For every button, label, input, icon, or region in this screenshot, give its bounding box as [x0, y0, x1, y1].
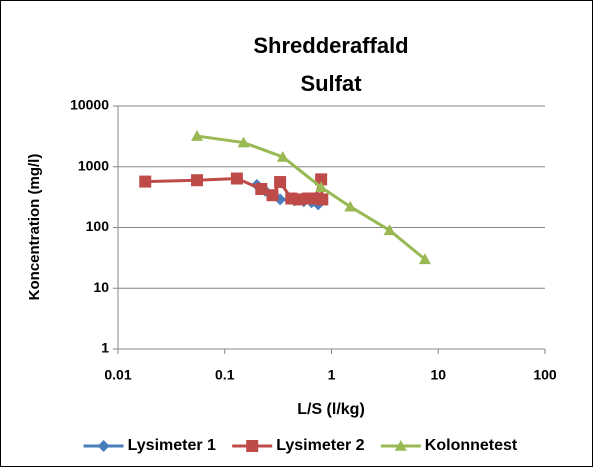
- legend-marker: [394, 440, 407, 451]
- y-tick-label: 10: [93, 279, 109, 295]
- y-tick-label: 100: [86, 218, 110, 234]
- marker: [237, 136, 250, 148]
- x-axis-label: L/S (l/kg): [297, 401, 365, 418]
- legend-label: Kolonnetest: [425, 437, 518, 454]
- x-tick-label: 0.1: [215, 367, 235, 383]
- marker: [266, 189, 279, 202]
- marker: [274, 176, 287, 189]
- legend-marker: [97, 440, 110, 452]
- marker: [383, 224, 396, 236]
- chart-subtitle: Sulfat: [300, 71, 362, 96]
- chart-title: Shredderaffald: [253, 33, 408, 58]
- x-tick-label: 10: [430, 367, 446, 383]
- marker: [230, 172, 243, 185]
- legend-marker: [246, 440, 259, 452]
- y-tick-label: 1: [101, 340, 109, 356]
- x-tick-label: 0.01: [104, 367, 131, 383]
- y-tick-label: 10000: [70, 97, 109, 113]
- marker: [191, 174, 204, 187]
- marker: [139, 175, 152, 188]
- marker: [344, 200, 357, 212]
- y-axis-label: Koncentration (mg/l): [26, 154, 43, 301]
- y-tick-label: 1000: [78, 157, 109, 173]
- marker: [418, 253, 431, 265]
- marker: [316, 193, 329, 206]
- x-tick-label: 100: [533, 367, 557, 383]
- marker: [255, 183, 268, 196]
- legend-label: Lysimeter 2: [276, 437, 364, 454]
- marker: [315, 173, 328, 186]
- marker: [276, 150, 289, 162]
- marker: [191, 130, 204, 141]
- legend-label: Lysimeter 1: [128, 437, 216, 454]
- marker: [315, 181, 328, 193]
- x-tick-label: 1: [328, 367, 336, 383]
